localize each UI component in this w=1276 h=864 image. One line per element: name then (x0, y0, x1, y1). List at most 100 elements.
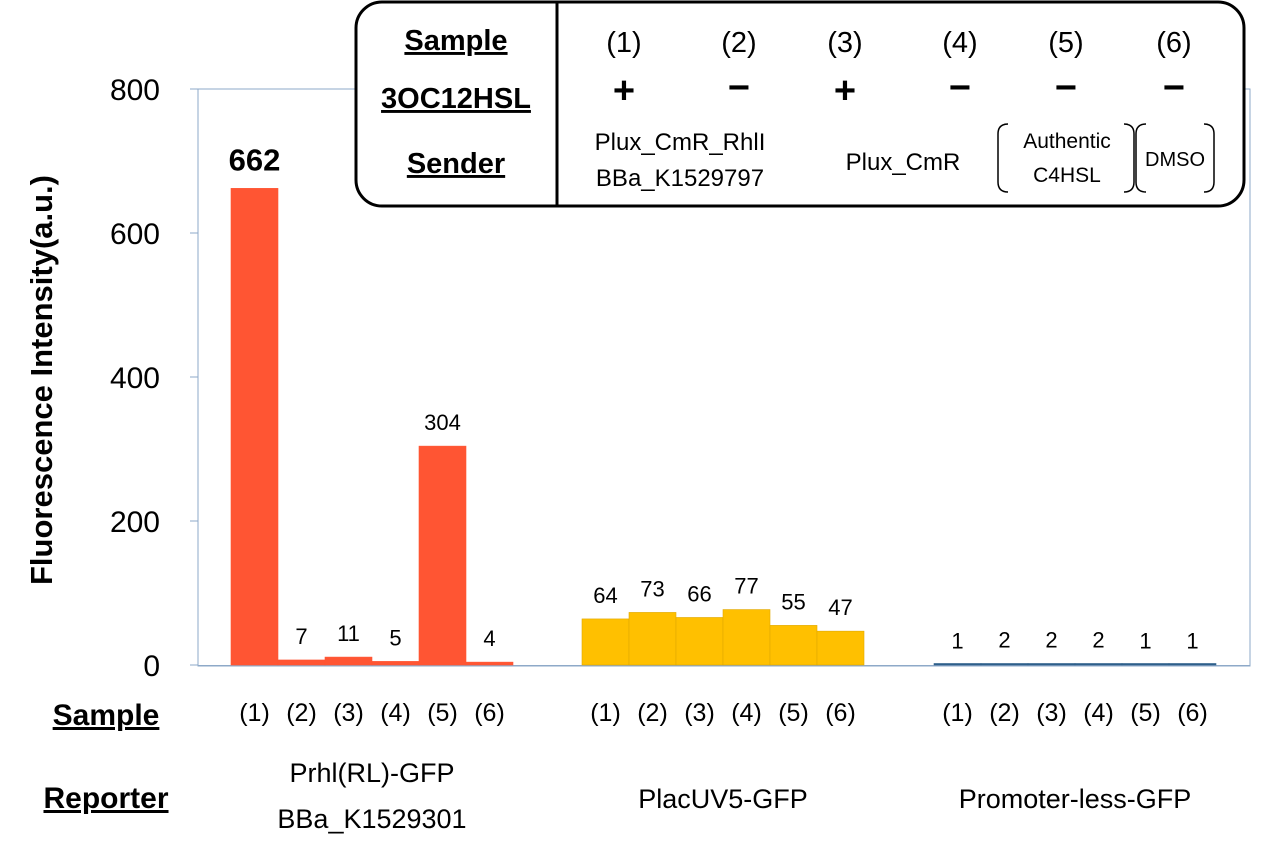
x-category-label: (1) (942, 699, 973, 727)
table-sample-header: (3) (827, 27, 862, 59)
bar (628, 612, 677, 666)
y-tick-label: 800 (110, 74, 160, 107)
bar (418, 445, 467, 666)
data-label: 662 (229, 142, 281, 177)
data-label: 2 (1092, 628, 1104, 653)
table-signal-mark: − (1163, 67, 1185, 109)
data-label: 73 (640, 576, 664, 601)
bar (277, 659, 326, 666)
condition-table: Sample 3OC12HSL Sender (1) (2) (3) (4) (5) (6… (354, 0, 1246, 208)
table-sample-header: (4) (942, 27, 977, 59)
table-sample-header: (2) (721, 27, 756, 59)
sender-3-bracket-left (997, 123, 1009, 193)
x-category-label: (5) (427, 699, 458, 727)
y-axis-label: Fluorescence Intensity(a.u.) (24, 175, 59, 585)
data-label: 55 (781, 589, 805, 614)
bar (933, 663, 982, 666)
bar (465, 661, 514, 666)
reporter-label: Promoter-less-GFP (959, 784, 1192, 814)
table-row-label-sender: Sender (407, 148, 505, 180)
table-signal-marks: + − + − − − (613, 67, 1185, 112)
reporter-labels: Prhl(RL)-GFP BBa_K1529301 PlacUV5-GFP Promo… (277, 758, 1191, 834)
bar (581, 618, 630, 666)
y-tick-label: 600 (110, 218, 160, 251)
data-label: 1 (1139, 628, 1151, 653)
table-sample-header: (1) (606, 27, 641, 59)
x-category-label: (2) (286, 699, 317, 727)
data-label: 64 (593, 583, 617, 608)
bar (1074, 663, 1123, 666)
table-row-label-signal: 3OC12HSL (381, 83, 531, 115)
condition-table-box (354, 0, 1246, 208)
data-label: 1 (1186, 628, 1198, 653)
x-category-label: (6) (825, 699, 856, 727)
bar (816, 630, 865, 666)
sender-3-line-2: C4HSL (1033, 164, 1101, 187)
x-category-label: (3) (684, 699, 715, 727)
data-label: 7 (295, 624, 307, 649)
bar (230, 188, 279, 666)
y-tick-labels: 0 200 400 600 800 (110, 74, 198, 683)
bar (324, 656, 373, 666)
table-signal-mark: − (949, 67, 971, 109)
table-sample-headers: (1) (2) (3) (4) (5) (6) (606, 27, 1191, 59)
x-category-label: (5) (1130, 699, 1161, 727)
data-label: 47 (828, 595, 852, 620)
y-tick-label: 0 (143, 650, 160, 683)
x-category-label: (4) (731, 699, 762, 727)
sender-4-bracket-right (1203, 123, 1215, 193)
table-signal-mark: + (834, 70, 856, 112)
bar (722, 609, 771, 666)
data-label: 304 (424, 410, 461, 435)
data-label: 1 (951, 628, 963, 653)
bar (1121, 663, 1170, 666)
x-category-label: (4) (1083, 699, 1114, 727)
data-label: 5 (389, 625, 401, 650)
table-row-label-sample: Sample (404, 25, 507, 57)
bar (980, 663, 1029, 666)
data-label: 77 (734, 574, 758, 599)
x-category-label: (2) (637, 699, 668, 727)
sender-1-line-1: Plux_CmR_RhlI (595, 129, 766, 156)
x-category-label: (5) (778, 699, 809, 727)
y-tick-label: 200 (110, 506, 160, 539)
x-category-label: (3) (333, 699, 364, 727)
x-category-label: (6) (474, 699, 505, 727)
reporter-label: Prhl(RL)-GFP (289, 758, 454, 788)
x-category-label: (4) (380, 699, 411, 727)
bars (230, 188, 1217, 666)
data-label: 4 (483, 626, 495, 651)
data-label: 66 (687, 581, 711, 606)
sender-3-bracket-right (1123, 123, 1135, 193)
data-label: 2 (1045, 628, 1057, 653)
sender-2: Plux_CmR (846, 149, 961, 176)
reporter-label: BBa_K1529301 (277, 804, 466, 834)
table-signal-mark: − (728, 67, 750, 109)
x-category-label: (1) (590, 699, 621, 727)
bar (769, 625, 818, 666)
sender-1-line-2: BBa_K1529797 (596, 165, 764, 192)
sender-4-bracket-left (1135, 123, 1147, 193)
reporter-row-title: Reporter (43, 782, 168, 815)
table-signal-mark: − (1055, 67, 1077, 109)
bar (675, 617, 724, 666)
x-category-label: (3) (1036, 699, 1067, 727)
y-tick-label: 400 (110, 362, 160, 395)
bar (1027, 663, 1076, 666)
bar (371, 661, 420, 666)
bar (1168, 663, 1217, 666)
table-sample-header: (5) (1048, 27, 1083, 59)
sample-row-title: Sample (53, 699, 160, 732)
x-category-label: (1) (239, 699, 270, 727)
data-label: 11 (337, 621, 360, 646)
x-category-label: (2) (989, 699, 1020, 727)
sender-4: DMSO (1145, 149, 1205, 171)
reporter-label: PlacUV5-GFP (638, 784, 808, 814)
table-signal-mark: + (613, 70, 635, 112)
table-sample-header: (6) (1156, 27, 1191, 59)
data-label: 2 (998, 628, 1010, 653)
x-category-labels: (1) (2) (3) (4) (5) (6) (1) (2) (3) (4) (5) (6) (1) (… (239, 699, 1208, 727)
x-category-label: (6) (1177, 699, 1208, 727)
